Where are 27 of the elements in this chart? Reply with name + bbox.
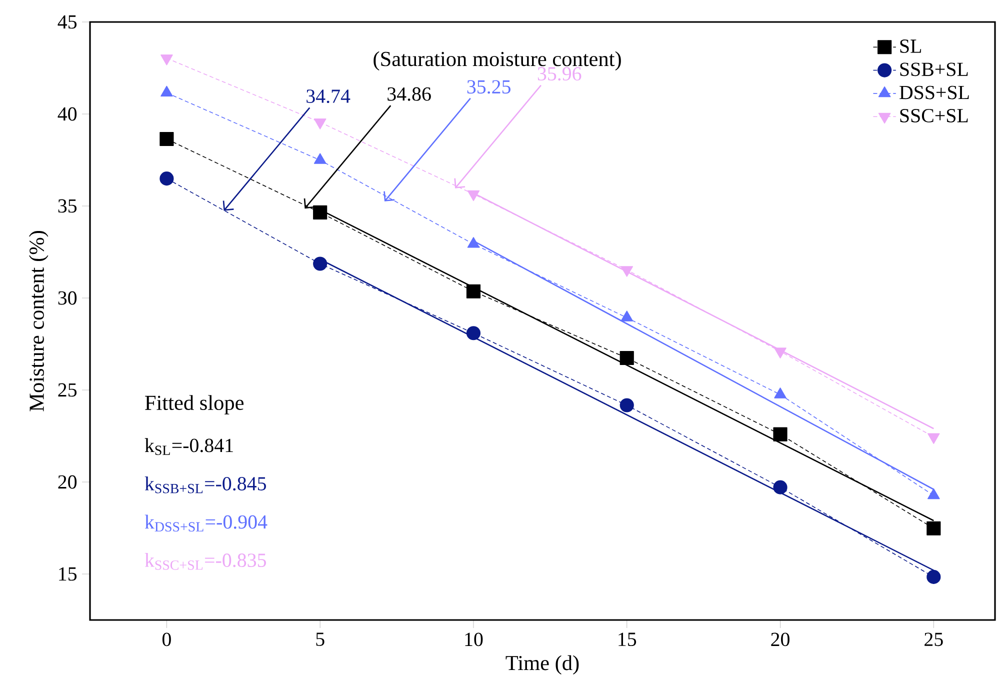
x-tick-label: 5 (316, 632, 324, 646)
annotation: Fitted slope (145, 395, 244, 414)
y-tick-label: 20 (58, 475, 77, 489)
y-tick-label: 25 (58, 383, 77, 397)
y-tick-label: 15 (59, 567, 77, 581)
x-tick-label: 10 (465, 632, 483, 646)
y-tick-label: 30 (58, 291, 77, 305)
x-tick-label: 25 (924, 632, 943, 646)
y-tick-label: 35 (58, 199, 77, 213)
x-axis-title: Time (d) (506, 655, 579, 675)
annotation: k$_{SSC+SL}$=-0.835 (144, 552, 266, 570)
legend-label: SSC+SL (900, 109, 968, 122)
legend-label: SSB+SL (900, 62, 968, 76)
annotation: k$_{SL}$=-0.841 (144, 438, 233, 456)
legend-label: SL (900, 40, 922, 53)
annotation: 34.86 (388, 87, 431, 101)
y-tick-label: 45 (58, 15, 77, 29)
y-axis-title: Moisture content (%) (28, 231, 48, 412)
x-tick-label: 0 (162, 632, 171, 646)
annotation: k$_{SSB+SL}$=-0.845 (144, 476, 266, 494)
annotation: 34.74 (306, 90, 350, 104)
x-tick-label: 15 (618, 632, 636, 646)
legend-label: DSS+SL (900, 86, 969, 100)
x-tick-label: 20 (771, 632, 790, 646)
annotation: 35.25 (467, 80, 510, 94)
annotation: k$_{DSS+SL}$=-0.904 (144, 514, 268, 532)
y-tick-label: 40 (58, 107, 77, 121)
